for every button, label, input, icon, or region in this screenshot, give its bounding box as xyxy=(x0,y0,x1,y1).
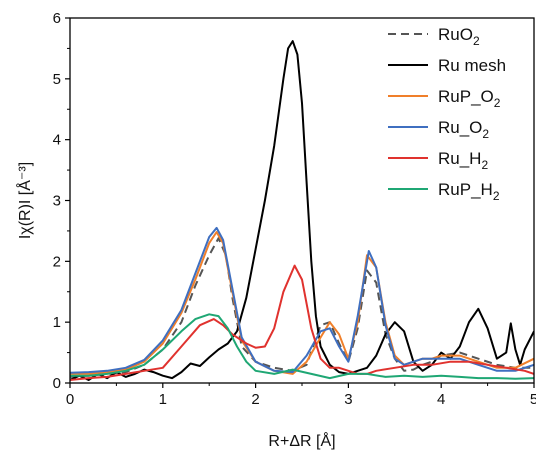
legend-label-main: Ru_O xyxy=(438,118,482,137)
series-line-2 xyxy=(70,232,534,374)
legend-label-main: RuP_O xyxy=(438,87,494,106)
legend-label-subscript: 2 xyxy=(482,127,489,141)
legend-label-main: Ru mesh xyxy=(438,56,506,75)
legend-label-subscript: 2 xyxy=(473,34,480,48)
x-tick-label: 5 xyxy=(530,391,536,408)
legend-label-subscript: 2 xyxy=(494,96,501,110)
legend-label: RuP_H2 xyxy=(438,180,500,203)
y-tick-label: 2 xyxy=(53,253,61,270)
y-tick-label: 5 xyxy=(53,71,61,88)
y-tick-label: 1 xyxy=(53,314,61,331)
x-tick-label: 1 xyxy=(159,391,167,408)
y-tick-label: 0 xyxy=(53,375,61,392)
y-axis: 0 1 2 3 4 5 6 xyxy=(53,10,70,392)
x-tick-label: 3 xyxy=(344,391,352,408)
legend-label: RuP_O2 xyxy=(438,87,501,110)
series-line-3 xyxy=(70,228,534,373)
legend-label: Ru_O2 xyxy=(438,118,489,141)
legend-label-subscript: 2 xyxy=(493,189,500,203)
legend-label-main: Ru_H xyxy=(438,149,481,168)
y-axis-title: Iχ(R)I [Å⁻³] xyxy=(15,162,34,239)
legend-label: RuO2 xyxy=(438,25,480,48)
series-line-5 xyxy=(70,314,534,378)
legend-label: Ru mesh xyxy=(438,56,506,75)
x-tick-label: 2 xyxy=(251,391,259,408)
legend-label-main: RuO xyxy=(438,25,473,44)
legend-label: Ru_H2 xyxy=(438,149,488,172)
legend-label-subscript: 2 xyxy=(481,158,488,172)
legend-label-main: RuP_H xyxy=(438,180,493,199)
y-tick-label: 6 xyxy=(53,10,61,27)
x-axis-title: R+ΔR [Å] xyxy=(268,431,335,450)
x-tick-label: 0 xyxy=(66,391,74,408)
x-tick-label: 4 xyxy=(437,391,445,408)
y-tick-label: 3 xyxy=(53,193,61,210)
y-tick-label: 4 xyxy=(53,132,61,149)
x-axis: 0 1 2 3 4 5 xyxy=(66,383,536,408)
